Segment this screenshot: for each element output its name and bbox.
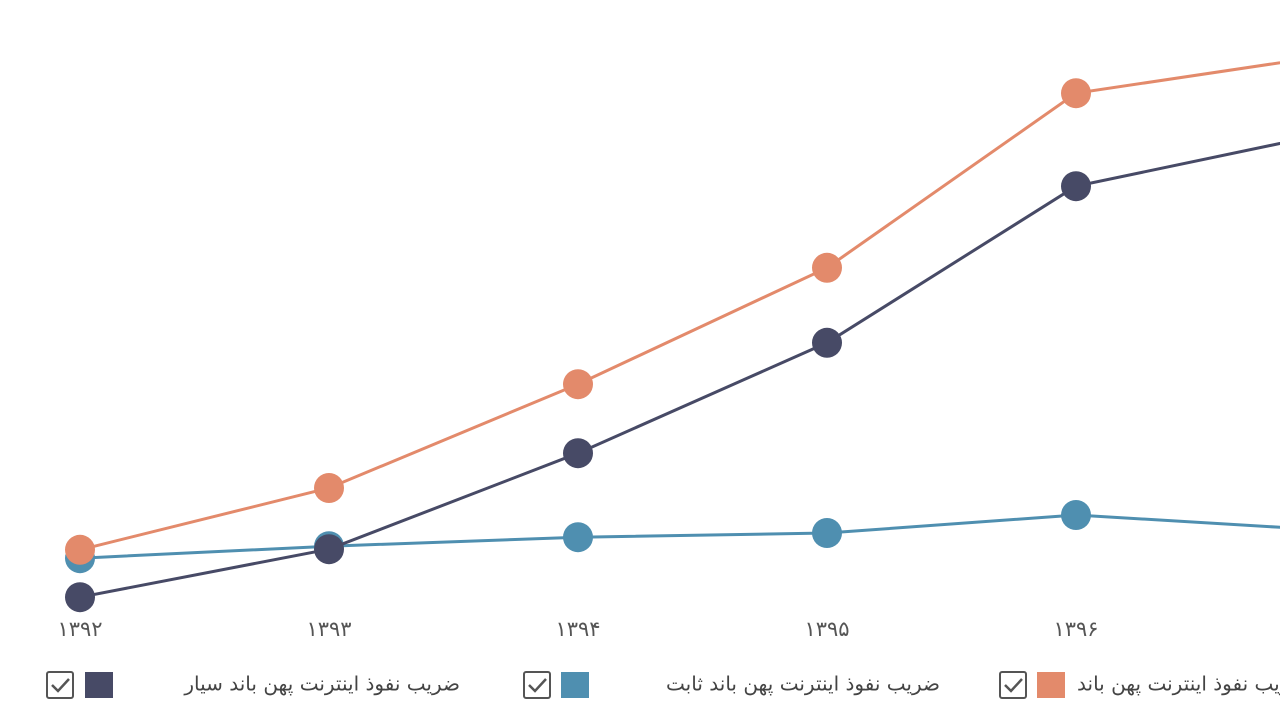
data-point [812, 252, 842, 283]
data-point [1061, 78, 1091, 109]
legend-label: ضریب نفوذ اینترنت پهن باند ثابت [666, 672, 940, 697]
x-tick-label: ۱۳۹۵ [804, 617, 849, 641]
data-point [65, 534, 95, 565]
data-point [314, 534, 344, 565]
data-point [812, 518, 842, 548]
series-line [79, 141, 1280, 599]
x-tick-label: ۱۳۹۶ [1053, 617, 1098, 641]
legend-item[interactable]: ضریب نفوذ اینترنت پهن باند ثابت [523, 671, 940, 699]
series-line [79, 61, 1280, 552]
data-point [812, 327, 842, 358]
x-tick-label: ۱۳۹۳ [306, 617, 351, 641]
legend-checkbox[interactable] [46, 671, 74, 699]
legend-swatch [561, 672, 589, 698]
legend-checkbox[interactable] [523, 671, 551, 699]
checkmark [1004, 678, 1023, 693]
x-tick-label: ۱۳۹۴ [555, 617, 600, 641]
data-point [1061, 171, 1091, 202]
legend-label: ضریب نفوذ اینترنت پهن باند سیار [183, 672, 460, 697]
legend-swatch [1037, 672, 1065, 698]
legend-item[interactable]: ضریب نفوذ اینترنت پهن باند [999, 671, 1280, 699]
data-point [563, 369, 593, 400]
series-line [79, 513, 1280, 560]
checkmark [528, 678, 547, 693]
data-point [314, 473, 344, 503]
legend-swatch [85, 672, 113, 698]
data-point [65, 582, 95, 613]
legend-checkbox[interactable] [999, 671, 1027, 699]
data-point [563, 522, 593, 553]
legend-label: ضریب نفوذ اینترنت پهن باند [1077, 672, 1280, 697]
checkmark [51, 678, 70, 693]
x-tick-label: ۱۳۹۲ [57, 617, 102, 641]
data-point [1061, 500, 1091, 530]
data-point [563, 438, 593, 469]
legend-item[interactable]: ضریب نفوذ اینترنت پهن باند سیار [46, 671, 460, 699]
